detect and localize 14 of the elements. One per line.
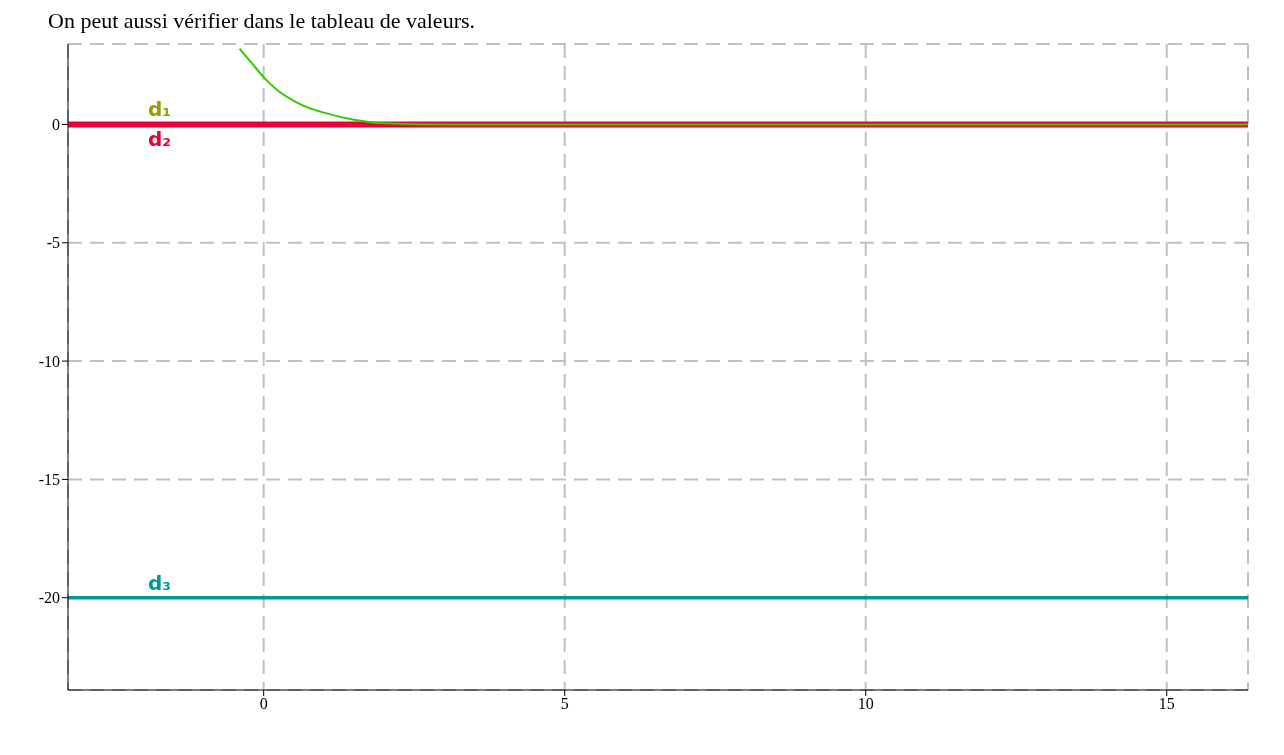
line-series xyxy=(238,47,1248,126)
x-tick-label: 0 xyxy=(259,695,268,713)
x-tick-label: 10 xyxy=(857,695,874,713)
text: On peut aussi vérifier dans le tableau de valeurs. xyxy=(48,8,476,34)
x-tick-label: 5 xyxy=(560,695,569,713)
series-label: d₂ xyxy=(148,127,172,152)
y-tick-label: -10 xyxy=(38,352,60,370)
y-tick-label: 0 xyxy=(52,116,60,134)
series-label: d₃ xyxy=(148,570,172,595)
y-tick-label: -15 xyxy=(38,471,60,489)
y-tick-label: -5 xyxy=(46,234,60,252)
y-tick-label: -20 xyxy=(38,589,60,607)
series-label: d₁ xyxy=(148,97,172,122)
x-tick-label: 15 xyxy=(1158,695,1175,713)
